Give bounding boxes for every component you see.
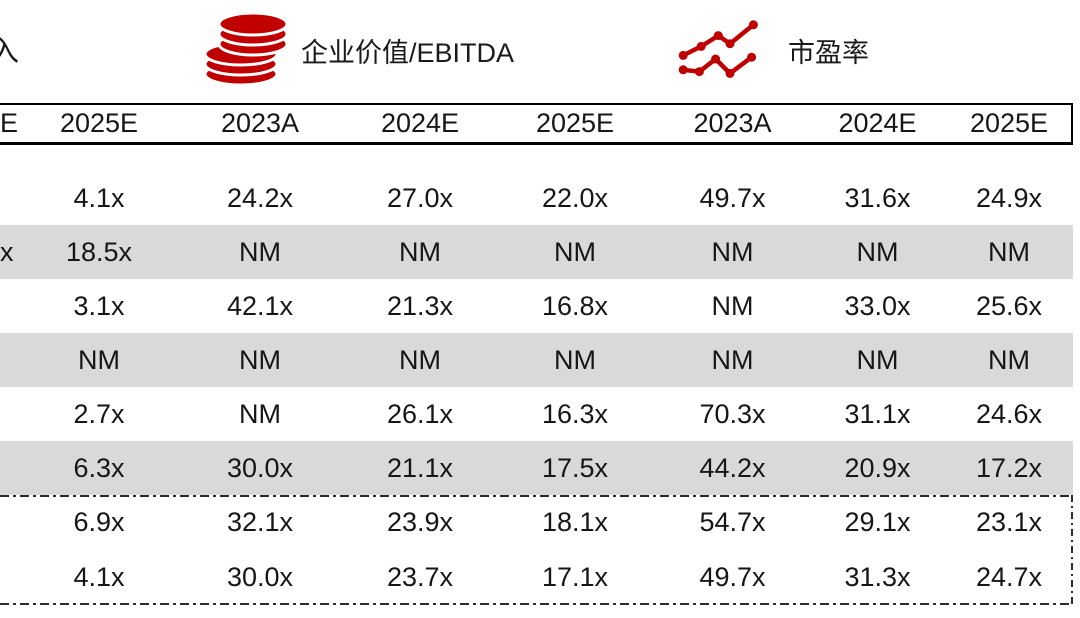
table-cell: 21.3x xyxy=(386,290,454,321)
table-cell: NM xyxy=(856,236,899,267)
table-row: x 18.5x NM NM NM NM NM NM xyxy=(0,225,1073,279)
table-cell: NM xyxy=(239,236,281,267)
table-cell: NM xyxy=(239,344,281,375)
table-cell: 44.2x xyxy=(699,452,766,483)
header-cell: 2024E xyxy=(380,108,460,138)
valuation-table: E 2025E 2023A 2024E 2025E 2023A 2024E 2025E 4.1… xyxy=(0,103,1073,605)
table-cell: 17.5x xyxy=(541,452,609,483)
table-cell: 3.1x xyxy=(73,290,125,321)
table-cell: 30.0x xyxy=(226,452,294,483)
table-cell: 31.6x xyxy=(844,182,911,213)
table-header-row: E 2025E 2023A 2024E 2025E 2023A 2024E 2025E xyxy=(0,103,1073,145)
coins-icon xyxy=(197,11,297,87)
table-cell: NM xyxy=(78,344,120,375)
summary-cell: 54.7x xyxy=(699,507,766,537)
table-cell: NM xyxy=(554,236,596,267)
table-cell: NM xyxy=(711,290,754,321)
header-cell: 2024E xyxy=(838,108,917,138)
header-cell: 2023A xyxy=(693,108,772,138)
summary-cell: 30.0x xyxy=(226,562,294,592)
summary-cell: 17.1x xyxy=(541,562,609,592)
summary-cell xyxy=(0,495,23,550)
summary-cell: 23.1x xyxy=(975,507,1043,537)
table-cell: 21.1x xyxy=(386,452,454,483)
table-cell: x xyxy=(0,236,14,267)
summary-cell: 6.9x xyxy=(73,507,125,537)
table-cell xyxy=(0,441,23,495)
table-row: 6.3x 30.0x 21.1x 17.5x 44.2x 20.9x 17.2x xyxy=(0,441,1073,495)
table-cell: NM xyxy=(988,344,1030,375)
table-cell: 25.6x xyxy=(975,290,1043,321)
table-cell: 4.1x xyxy=(73,182,125,213)
table-row: NM NM NM NM NM NM NM xyxy=(0,333,1073,387)
table-cell: 26.1x xyxy=(386,398,454,429)
summary-cell: 29.1x xyxy=(844,507,911,537)
table-cell xyxy=(0,333,23,387)
table-cell: NM xyxy=(399,344,441,375)
header-cell: 2023A xyxy=(220,108,300,138)
table-cell: NM xyxy=(988,236,1030,267)
summary-cell: 49.7x xyxy=(699,562,766,592)
table-cell: NM xyxy=(711,236,754,267)
summary-cell: 32.1x xyxy=(226,507,294,537)
table-cell: 18.5x xyxy=(65,236,133,267)
summary-box-right-dashed-border xyxy=(1071,495,1073,605)
table-cell: 16.3x xyxy=(541,398,609,429)
summary-cell: 18.1x xyxy=(541,507,609,537)
legend-item-pe-label: 市盈率 xyxy=(788,38,869,68)
header-cell: 2025E xyxy=(535,108,615,138)
summary-row: 4.1x 30.0x 23.7x 17.1x 49.7x 31.3x 24.7x xyxy=(0,550,1073,605)
legend-item-ev-ebitda-label: 企业价值/EBITDA xyxy=(301,38,515,68)
header-cell: 2025E xyxy=(59,108,139,138)
table-cell: NM xyxy=(399,236,441,267)
table-cell: 70.3x xyxy=(699,398,766,429)
table-cell: NM xyxy=(711,344,754,375)
header-cell: 2025E xyxy=(969,108,1049,138)
table-cell: NM xyxy=(856,344,899,375)
legend: 入 企业价值/EBITDA xyxy=(0,0,1080,103)
table-cell: 20.9x xyxy=(844,452,911,483)
table-cell: 24.9x xyxy=(975,182,1043,213)
table-cell: 49.7x xyxy=(699,182,766,213)
table-cell: 24.6x xyxy=(975,398,1043,429)
table-cell: 6.3x xyxy=(73,452,125,483)
table-cell: NM xyxy=(554,344,596,375)
table-cell: 2.7x xyxy=(73,398,125,429)
table-cell xyxy=(0,279,23,333)
table-cell: 27.0x xyxy=(386,182,454,213)
summary-cell xyxy=(0,550,23,605)
table-row: 4.1x 24.2x 27.0x 22.0x 49.7x 31.6x 24.9x xyxy=(0,171,1073,225)
summary-cell: 23.7x xyxy=(386,562,454,592)
table-cell: 24.2x xyxy=(226,182,294,213)
table-body: 4.1x 24.2x 27.0x 22.0x 49.7x 31.6x 24.9x x 18.5x… xyxy=(0,171,1073,495)
summary-box: 6.9x 32.1x 23.9x 18.1x 54.7x 29.1x 23.1x 4.1x 30… xyxy=(0,495,1073,605)
summary-cell: 4.1x xyxy=(73,562,125,592)
table-cell xyxy=(0,171,23,225)
legend-item-revenue-fragment: 入 xyxy=(0,36,20,68)
table-cell: 22.0x xyxy=(541,182,609,213)
summary-cell: 23.9x xyxy=(386,507,454,537)
line-chart-icon xyxy=(676,14,766,86)
table-cell: 42.1x xyxy=(226,290,294,321)
table-cell: 17.2x xyxy=(975,452,1043,483)
table-cell: 33.0x xyxy=(844,290,911,321)
table-spacer xyxy=(0,145,1073,171)
header-cell-fragment: E xyxy=(0,108,19,138)
table-row: 2.7x NM 26.1x 16.3x 70.3x 31.1x 24.6x xyxy=(0,387,1073,441)
summary-cell: 31.3x xyxy=(844,562,911,592)
table-cell: 16.8x xyxy=(541,290,609,321)
table-cell xyxy=(0,387,23,441)
summary-cell: 24.7x xyxy=(975,562,1043,592)
summary-row: 6.9x 32.1x 23.9x 18.1x 54.7x 29.1x 23.1x xyxy=(0,495,1073,550)
table-cell: NM xyxy=(239,398,281,429)
table-row: 3.1x 42.1x 21.3x 16.8x NM 33.0x 25.6x xyxy=(0,279,1073,333)
table-cell: 31.1x xyxy=(844,398,911,429)
